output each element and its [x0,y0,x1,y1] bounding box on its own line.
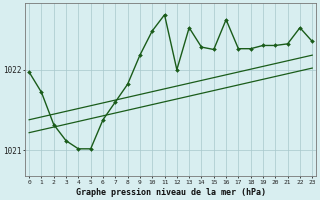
X-axis label: Graphe pression niveau de la mer (hPa): Graphe pression niveau de la mer (hPa) [76,188,266,197]
